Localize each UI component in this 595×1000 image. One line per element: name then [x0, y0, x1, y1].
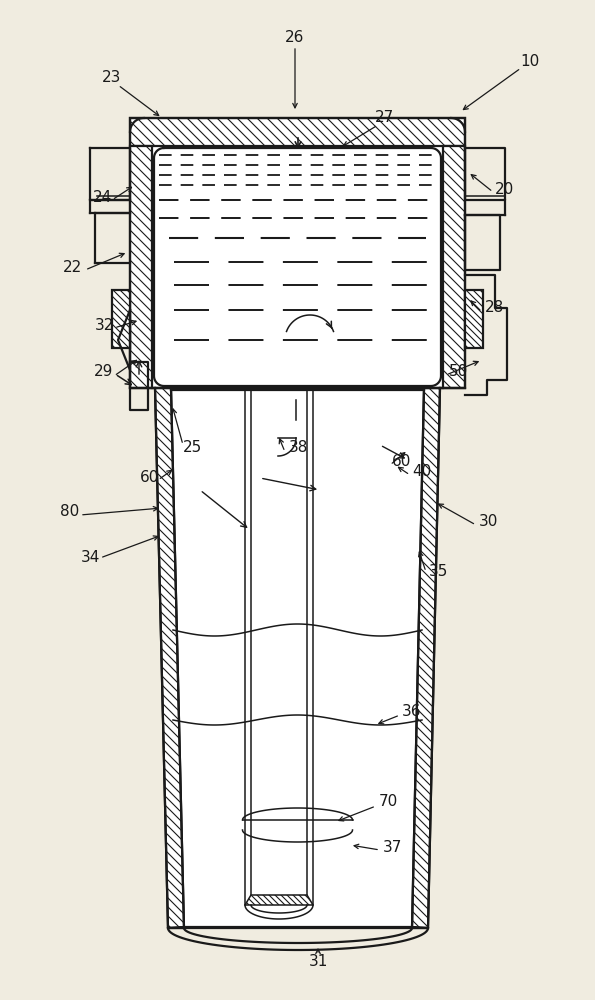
Text: 22: 22 [62, 260, 82, 275]
Text: 32: 32 [95, 318, 114, 332]
Text: 27: 27 [375, 110, 394, 125]
Text: 50: 50 [449, 364, 468, 379]
Text: 70: 70 [378, 794, 397, 810]
Text: 36: 36 [402, 704, 422, 720]
Text: 20: 20 [496, 182, 515, 198]
Text: 31: 31 [308, 954, 328, 970]
Polygon shape [465, 290, 483, 348]
Text: 34: 34 [80, 550, 100, 566]
Polygon shape [130, 118, 465, 146]
Text: 38: 38 [289, 440, 308, 456]
Polygon shape [130, 146, 152, 388]
Polygon shape [443, 146, 465, 388]
Text: 30: 30 [478, 514, 497, 530]
Text: 80: 80 [60, 504, 80, 520]
Text: 28: 28 [484, 300, 503, 316]
Polygon shape [412, 388, 440, 928]
Text: 37: 37 [383, 840, 402, 856]
Text: 23: 23 [102, 70, 122, 86]
Text: 35: 35 [428, 564, 447, 580]
Text: 25: 25 [183, 440, 202, 456]
Polygon shape [171, 388, 424, 928]
Text: 10: 10 [521, 54, 540, 70]
Bar [152, 146, 443, 388]
Text: 29: 29 [95, 364, 114, 379]
Polygon shape [245, 895, 313, 905]
Text: 26: 26 [286, 30, 305, 45]
Text: 24: 24 [92, 190, 112, 206]
Text: 40: 40 [412, 464, 431, 480]
Text: 60: 60 [392, 454, 412, 470]
Bar [130, 118, 465, 388]
Polygon shape [112, 290, 130, 348]
Text: 60: 60 [140, 471, 159, 486]
Polygon shape [155, 388, 184, 928]
